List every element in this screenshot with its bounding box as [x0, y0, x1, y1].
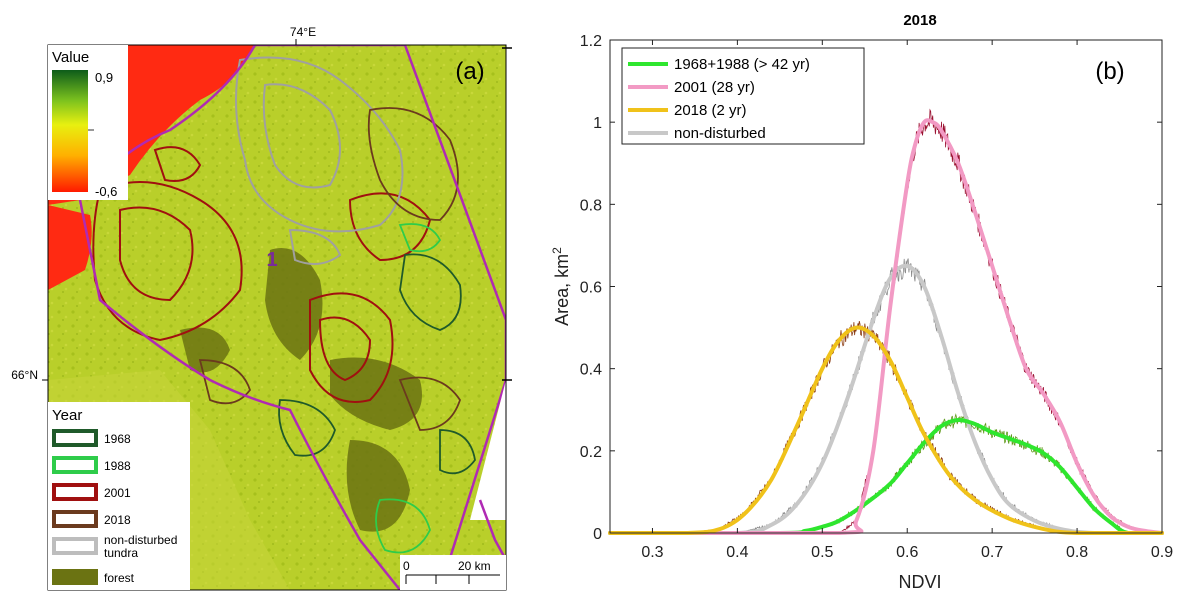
chart-panel-label: (b) [1095, 58, 1124, 85]
legend-label-0: 1968 [104, 432, 131, 446]
chart-legend-label-3: non-disturbed [674, 125, 766, 142]
legend-label-2: 2001 [104, 486, 131, 500]
colorbar-max: 0,9 [95, 70, 113, 85]
chart-legend-label-1: 2001 (28 yr) [674, 79, 755, 96]
raw-trace-series-0 [610, 413, 1162, 534]
legend-swatch-1 [52, 456, 98, 474]
legend-swatch-forest [52, 569, 98, 585]
chart-legend-label-0: 1968+1988 (> 42 yr) [674, 56, 810, 73]
chart-panel: 2018 Area, km2 NDVI 0.3 0.4 0.5 0.6 0.7 0.8 0.… [540, 0, 1184, 594]
map-panel: 74°E 66°N (a) 1 Value 0,9 -0,6 Year 1968… [0, 0, 540, 594]
scale-bar: 0 20 km [400, 555, 506, 590]
map-figure: 74°E 66°N (a) 1 Value 0,9 -0,6 Year 1968… [11, 25, 512, 591]
x-tick-label-6: 0.9 [1151, 544, 1173, 561]
lat-label: 66°N [11, 368, 38, 382]
scalebar-start: 0 [403, 559, 410, 573]
scalebar-end: 20 km [458, 559, 491, 573]
smooth-line-series-3 [608, 263, 1164, 536]
y-tick-label-5: 1 [593, 115, 602, 132]
legend-background [48, 402, 190, 590]
y-tick-label-0: 0 [593, 526, 602, 543]
x-tick-label-1: 0.4 [726, 544, 748, 561]
legend-swatch-2 [52, 483, 98, 501]
x-tick-label-0: 0.3 [641, 544, 663, 561]
legend-title: Year [52, 407, 82, 424]
colorbar-title: Value [52, 49, 89, 66]
x-axis-label: NDVI [898, 572, 941, 592]
lon-label: 74°E [290, 25, 316, 39]
smooth-line-series-1 [608, 118, 1164, 535]
legend-label-3: 2018 [104, 513, 131, 527]
legend-swatch-3 [52, 510, 98, 528]
smooth-line-series-0 [608, 417, 1164, 536]
smooth-line-series-2 [608, 325, 1164, 536]
boundary-segment [478, 499, 506, 561]
map-frame [47, 44, 507, 591]
map-legend: Year 1968 1988 2001 2018 non-disturbedtundra… [48, 402, 190, 590]
legend-label-1: 1988 [104, 459, 131, 473]
map-panel-label: (a) [455, 58, 484, 85]
scalebar-background [400, 555, 506, 590]
y-axis-label: Area, km2 [550, 247, 572, 326]
colorbar-gradient [52, 70, 88, 192]
x-tick-label-2: 0.5 [811, 544, 833, 561]
study-area-boundary [78, 45, 506, 590]
colorbar-min: -0,6 [95, 184, 117, 199]
no-data-area [470, 380, 506, 520]
site-label: 1 [266, 249, 277, 271]
x-tick-label-5: 0.8 [1066, 544, 1088, 561]
fire-scars-1968-1988 [278, 223, 476, 554]
legend-label-5: forest [104, 571, 135, 585]
fire-scars-2018 [198, 107, 461, 431]
chart-title: 2018 [903, 12, 936, 29]
legend-swatch-0 [52, 429, 98, 447]
legend-label-4: non-disturbed [104, 533, 177, 547]
y-tick-label-2: 0.4 [580, 362, 602, 379]
y-tick-label-4: 0.8 [580, 197, 602, 214]
y-tick-label-6: 1.2 [580, 33, 602, 50]
legend-swatch-4 [52, 537, 98, 555]
water-body-west [48, 205, 92, 290]
y-tick-label-3: 0.6 [580, 280, 602, 297]
x-tick-label-3: 0.6 [896, 544, 918, 561]
non-disturbed-outlines [235, 56, 404, 265]
chart-legend-label-2: 2018 (2 yr) [674, 102, 747, 119]
y-tick-label-1: 0.2 [580, 444, 602, 461]
ndvi-chart: 2018 Area, km2 NDVI 0.3 0.4 0.5 0.6 0.7 0.8 0.… [550, 12, 1173, 592]
x-tick-label-4: 0.7 [981, 544, 1003, 561]
colorbar: Value 0,9 -0,6 [48, 45, 128, 200]
legend-label-4-line2: tundra [104, 546, 138, 560]
